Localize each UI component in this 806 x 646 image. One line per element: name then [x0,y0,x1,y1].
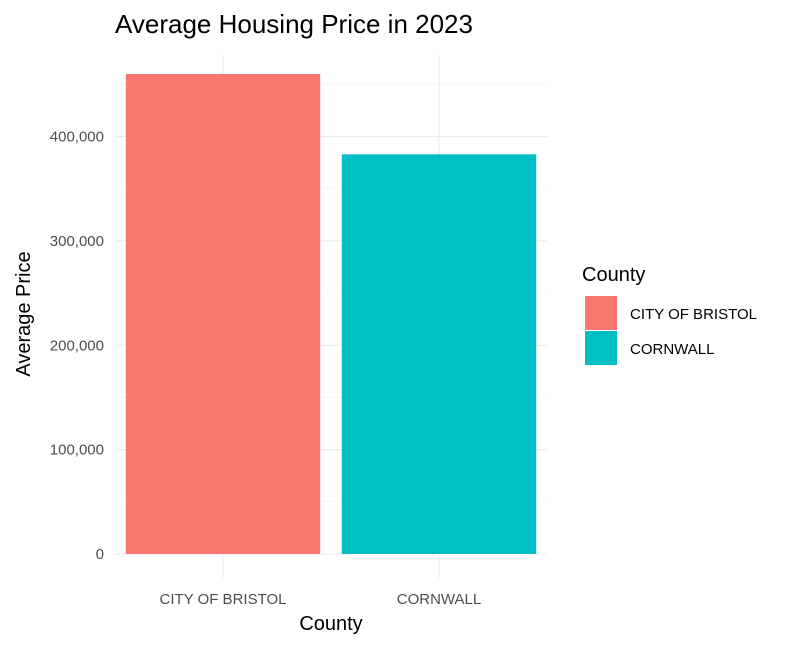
legend-entries: CITY OF BRISTOL CORNWALL [585,296,757,365]
bar-cornwall [341,154,537,554]
bar-city-of-bristol [125,74,321,554]
y-axis-title: Average Price [13,251,35,376]
legend-swatch [585,331,617,365]
bars [125,74,537,554]
x-axis-title: County [299,613,362,635]
y-tick-label: 400,000 [50,129,104,146]
x-axis-ticks: CITY OF BRISTOL CORNWALL [160,591,482,608]
legend-title: County [582,264,645,286]
x-tick-label: CORNWALL [397,591,481,608]
y-axis-ticks: 0 100,000 200,000 300,000 400,000 [50,129,104,563]
x-tick-label: CITY OF BRISTOL [160,591,287,608]
y-tick-label: 200,000 [50,337,104,354]
legend-label: CITY OF BRISTOL [630,306,757,323]
legend-swatch [585,296,617,330]
legend: County CITY OF BRISTOL CORNWALL [582,264,757,365]
y-tick-label: 0 [96,546,104,563]
y-tick-label: 300,000 [50,233,104,250]
y-tick-label: 100,000 [50,442,104,459]
legend-label: CORNWALL [630,341,714,358]
chart-title: Average Housing Price in 2023 [115,9,473,39]
plot-area: 0 100,000 200,000 300,000 400,000 CITY OF BR… [50,55,547,608]
